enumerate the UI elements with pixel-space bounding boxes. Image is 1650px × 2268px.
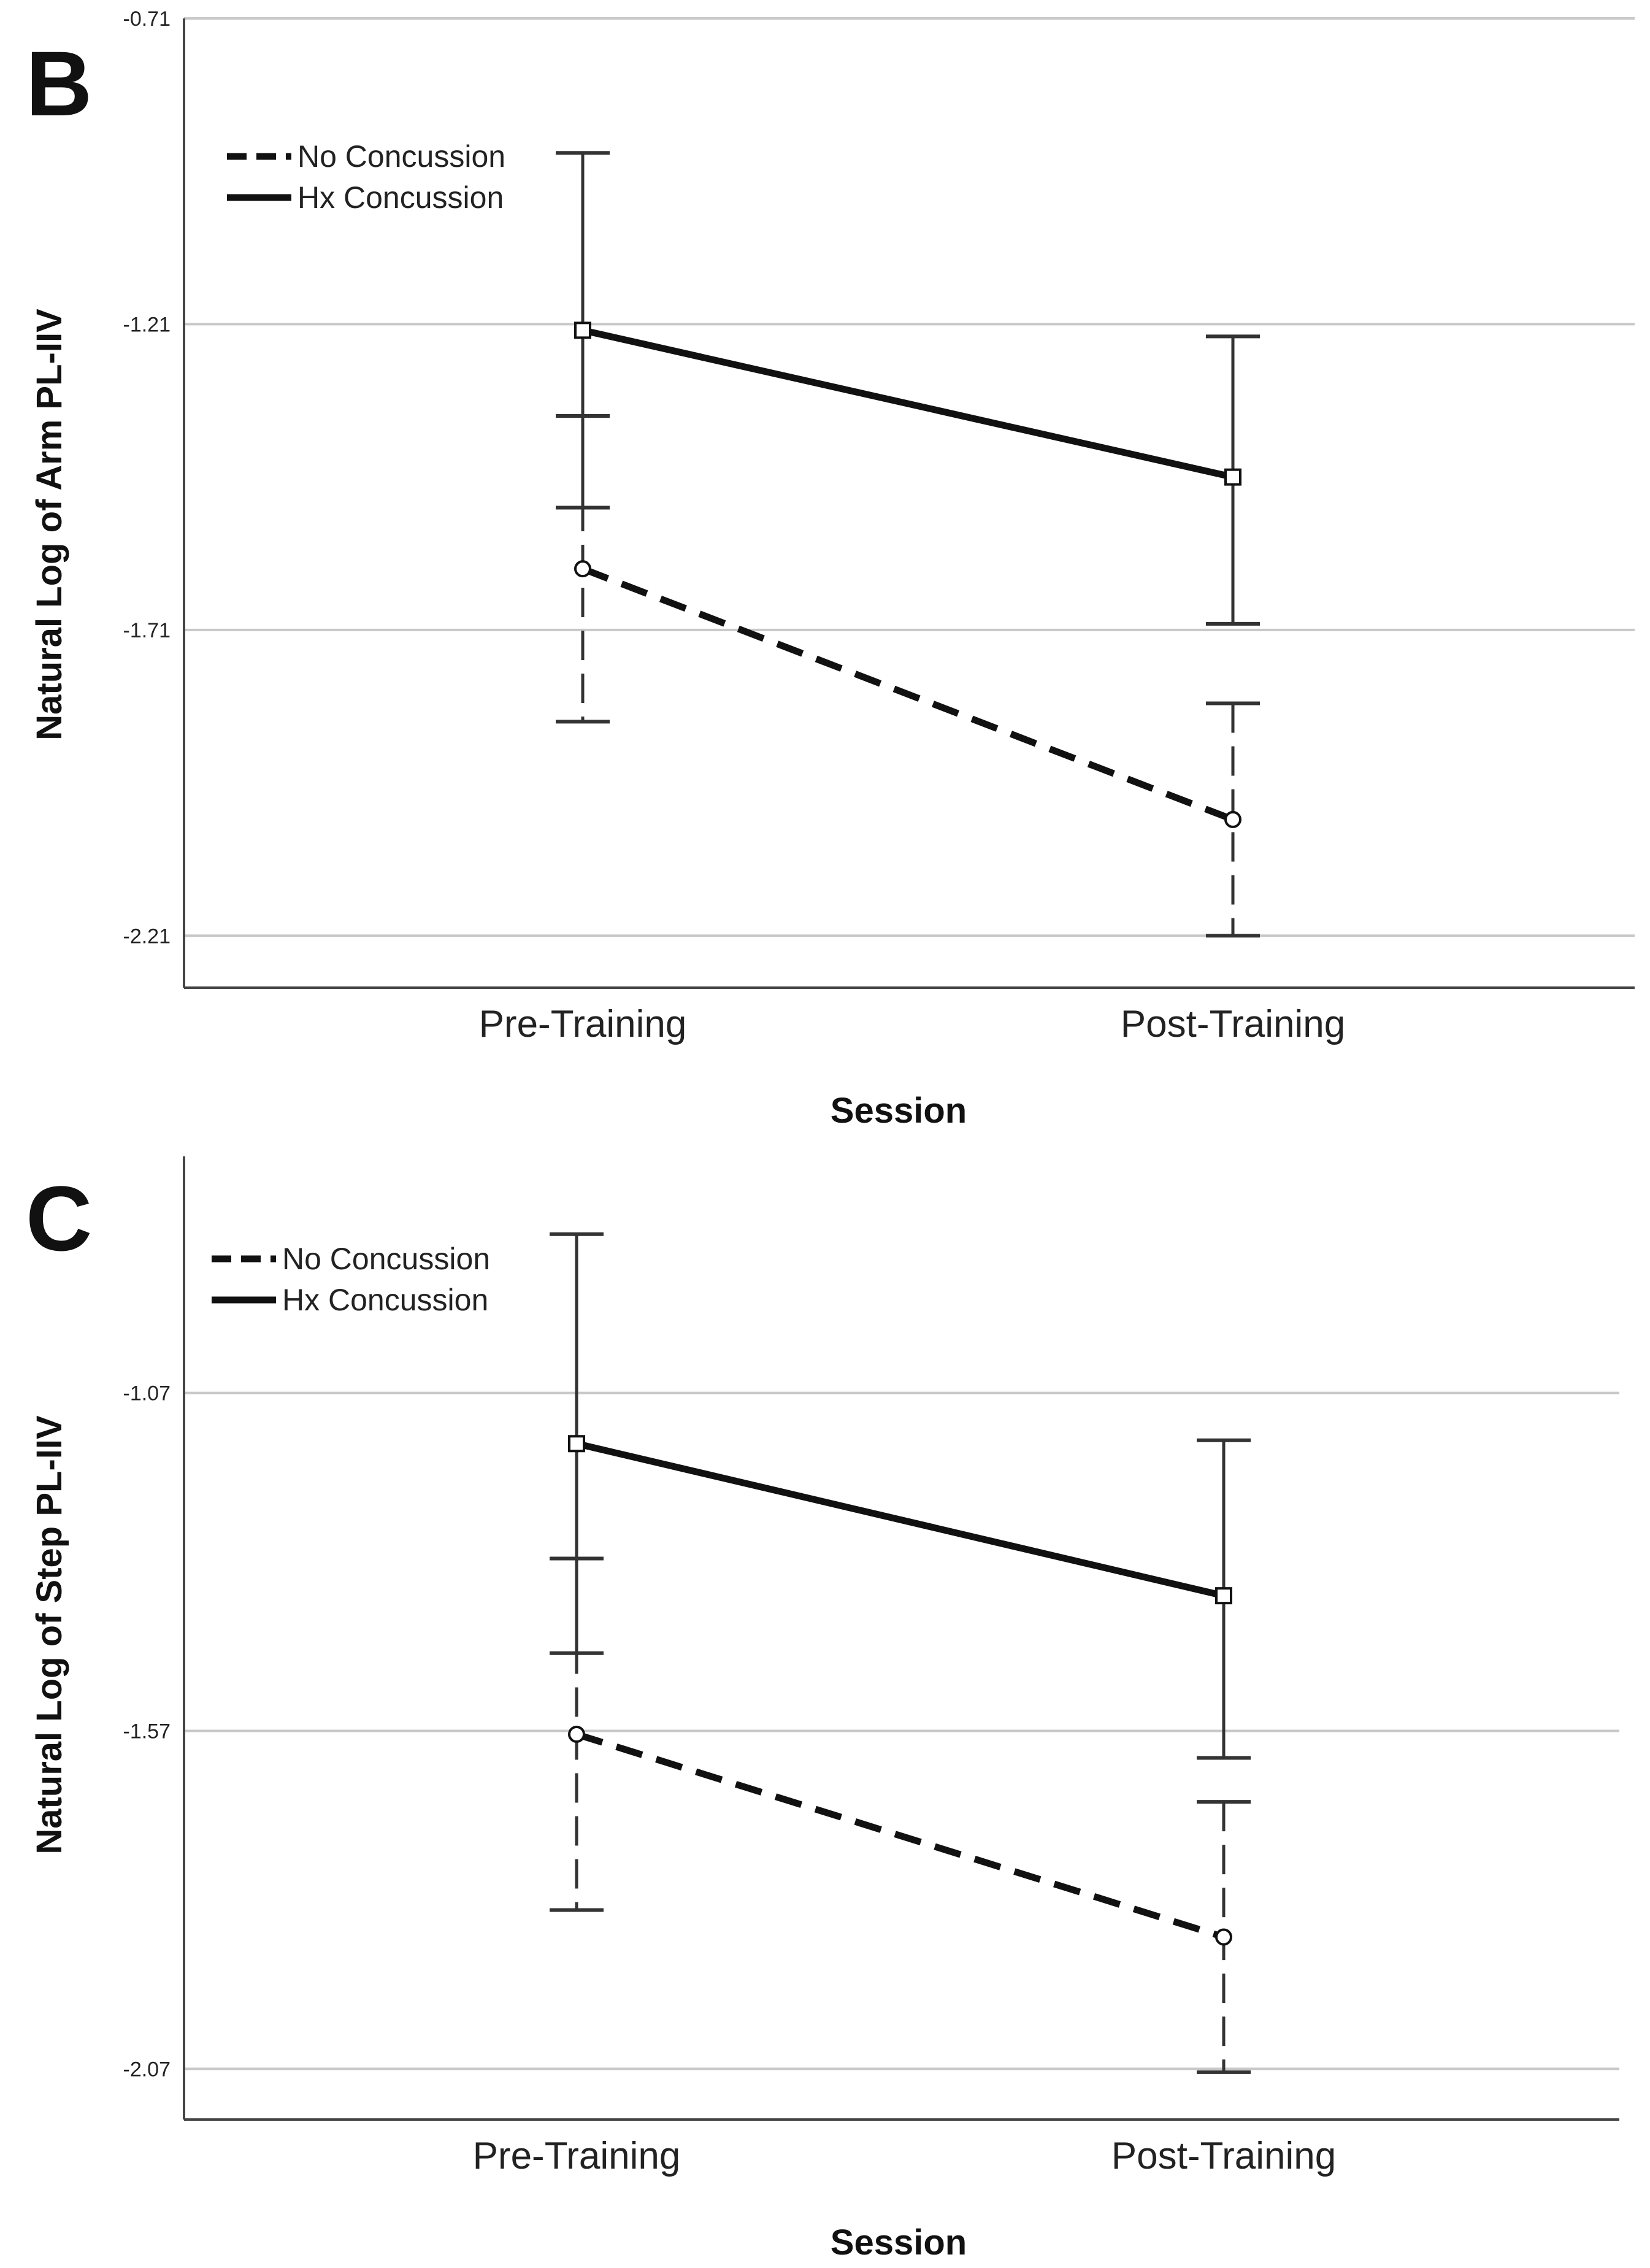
y-tick-label: -1.07 [123,1382,171,1405]
x-category-label-post-training: Post-Training [1111,2135,1336,2177]
chart-step-pl-iiv: C -1.07 -1.57 -2.07 Pre-Training Post-Train… [26,1156,1619,2262]
x-category-label-post-training: Post-Training [1121,1003,1345,1045]
marker-hx-concussion-post-training [1224,468,1241,486]
series-markers [568,1435,1232,1946]
x-category-labels: Pre-Training Post-Training [479,1003,1346,1045]
x-axis-title: Session [831,1091,967,1131]
y-tick-label: -1.57 [123,1720,171,1743]
panel-letter-c: C [26,1167,92,1270]
axes [183,18,1635,989]
legend-label-no-concussion: No Concussion [282,1242,490,1276]
legend: No Concussion Hx Concussion [227,139,505,215]
y-tick-label: -1.21 [123,313,171,336]
legend-label-no-concussion: No Concussion [297,139,505,174]
x-axis-title: Session [831,2223,967,2262]
gridlines [184,1391,1619,2070]
y-tick-label: -2.21 [123,924,171,948]
marker-hx-concussion-post-training [1215,1587,1232,1605]
series-lines [581,327,1234,823]
chart-arm-pl-iiv: B -0.71 -1.21 -1.71 -2.21 Pre-Training Post-… [26,7,1635,1131]
y-tick-label: -2.07 [123,2058,171,2081]
series-line-no-concussion [581,566,1234,823]
legend: No Concussion Hx Concussion [212,1242,490,1317]
y-tick-labels: -0.71 -1.21 -1.71 -2.21 [123,7,171,948]
y-tick-labels: -1.07 -1.57 -2.07 [123,1382,171,2082]
marker-no-concussion-pre-training [568,1726,585,1743]
x-category-labels: Pre-Training Post-Training [473,2135,1337,2177]
gridlines [184,17,1635,937]
y-tick-label: -0.71 [123,7,171,31]
series-lines [575,1440,1225,1940]
series-line-no-concussion [575,1731,1225,1940]
marker-no-concussion-pre-training [574,560,591,578]
y-tick-label: -1.71 [123,619,171,642]
series-markers [574,321,1241,828]
panel-letter-b: B [26,32,92,135]
y-axis-title: Natural Log of Step PL-IIV [29,1415,69,1855]
marker-hx-concussion-pre-training [574,321,591,339]
y-axis-title: Natural Log of Arm PL-IIV [29,309,69,740]
marker-no-concussion-post-training [1215,1928,1232,1946]
legend-label-hx-concussion: Hx Concussion [297,180,504,215]
series-line-hx-concussion [581,327,1234,480]
axes [183,1156,1619,2121]
x-category-label-pre-training: Pre-Training [479,1003,687,1045]
marker-hx-concussion-pre-training [568,1435,585,1453]
x-category-label-pre-training: Pre-Training [473,2135,681,2177]
series-line-hx-concussion [575,1440,1225,1599]
legend-label-hx-concussion: Hx Concussion [282,1283,488,1317]
marker-no-concussion-post-training [1224,810,1241,828]
